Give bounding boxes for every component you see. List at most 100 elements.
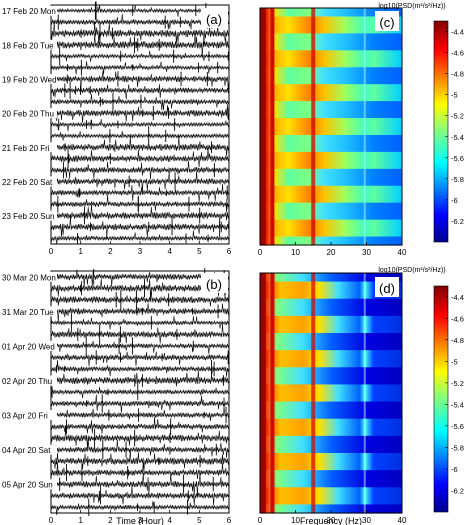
spectrogram-row [260,109,402,119]
colorbar-ticks-d: -4.4 -4.6 -4.8 -5 -5.2 -5.4 -5.6 -5.8 -6 -6.2 [445,293,464,495]
trace-line [50,501,230,516]
spectrogram-row [260,58,402,68]
trace-line [50,215,230,238]
spectrogram-row [260,393,402,403]
trace-line [50,104,230,123]
day-label: 19 Feb 20 Wed [2,75,57,84]
spectrogram-row [260,384,402,394]
panel-tag-a: (a) [206,12,222,27]
spectrogram-d [259,273,402,514]
trace-line [50,473,230,496]
colorbar-tick-label: -6 [451,465,458,474]
trace-line [50,84,230,100]
colorbar-tick-label: -5.4 [451,400,464,409]
trace-line [50,148,230,168]
x-ticks-b: 0 1 2 3 4 5 6 [49,510,232,525]
spectral-band [259,273,266,513]
spectrogram-row [260,435,402,446]
day-label-bg [0,271,57,282]
x-tick-label: 2 [108,516,113,525]
spectrogram-row [260,228,402,238]
spectrogram-row [260,202,402,212]
spectral-band [270,273,275,513]
colorbar-tick-label: -5.8 [451,443,464,452]
spectral-band [270,8,275,245]
day-label-bg [0,142,57,153]
spectrogram-row [260,504,402,514]
panel-c: 0 10 20 30 40 (c) log10(PSD(m²/s²/Hz)) -4.4-… [258,3,464,257]
x-tick-label: 4 [167,516,172,525]
trace-line [50,119,230,132]
trace-line [50,288,230,307]
x-tick-label: 10 [291,516,300,525]
colorbar-tick-label: -4.8 [451,336,464,345]
spectrogram-row [260,495,402,506]
x-tick-label: 20 [327,516,336,525]
trace-line [50,303,230,323]
x-tick-label: 5 [197,516,202,525]
spectral-band [363,273,366,513]
x-tick-label: 6 [227,516,232,525]
spectrogram-row [260,151,402,161]
trace-line [50,183,230,203]
spectrogram-row [260,418,402,428]
spectral-band [363,8,366,245]
colorbar-tick-label: -4.6 [451,314,464,323]
panel-tag-bg-a [201,8,228,28]
day-label: 03 Apr 20 Fri [2,412,48,421]
spectrogram-row [260,461,402,471]
spectrogram-row [260,341,402,351]
trace-line [50,4,230,17]
trace-line [50,316,230,330]
spectrogram-row [260,168,402,178]
day-label: 01 Apr 20 Wed [2,342,55,351]
x-ticks-d: 0 10 20 30 40 [258,510,407,525]
x-tick-label: 0 [49,516,54,525]
spectral-band [311,8,316,245]
spectrogram-row [260,33,402,43]
spectral-band [259,8,266,245]
spectrogram-row [260,134,402,145]
x-axis-label-b: Time (Hour) [116,516,164,525]
colorbar-title-c: log10(PSD(m²/s²/Hz)) [378,3,445,10]
seismogram-traces-a [50,1,230,245]
colorbar-d [433,285,449,513]
trace-line [50,416,230,434]
trace-line [50,449,230,471]
panel-tag-c: (c) [379,15,394,30]
colorbar-tick-label: -5.6 [451,422,464,431]
spectrogram-row [260,427,402,437]
trace-line [50,13,230,30]
trace-line [50,407,230,422]
spectrogram-row [260,350,402,360]
day-label-bg [0,176,57,187]
colorbar-tick-label: -6.2 [451,217,464,226]
x-tick-label: 20 [327,248,336,257]
x-tick-label: 0 [49,247,54,256]
x-tick-label: 40 [398,516,407,525]
trace-line [50,394,230,413]
x-tick-label: 5 [197,247,202,256]
trace-line [50,194,230,213]
panel-d: 0 10 20 30 40 (d) log10(PSD(m²/s²/Hz)) -4.4-… [258,267,464,525]
day-labels-a: 17 Feb 20 Mon 18 Feb 20 Tue 19 Feb 20 Wed 2… [0,5,57,221]
day-label: 21 Feb 20 Fri [2,144,50,153]
trace-line [50,230,230,245]
day-label: 22 Feb 20 Sat [2,178,53,187]
day-label-bg [0,73,57,84]
seismogram-traces-b [50,267,230,516]
trace-line [50,323,230,344]
spectrogram-row [260,16,402,26]
trace-line [50,461,230,480]
spectrogram-row [260,281,402,291]
x-tick-label: 0 [258,516,263,525]
day-label-bg [0,340,57,351]
trace-line [50,387,230,399]
x-tick-label: 1 [78,516,83,525]
trace-line [50,171,230,192]
day-label-bg [0,306,57,317]
spectrogram-row [260,101,402,111]
x-tick-label: 0 [258,248,263,257]
day-label: 18 Feb 20 Tue [2,41,54,50]
spectrogram-row [260,24,402,34]
